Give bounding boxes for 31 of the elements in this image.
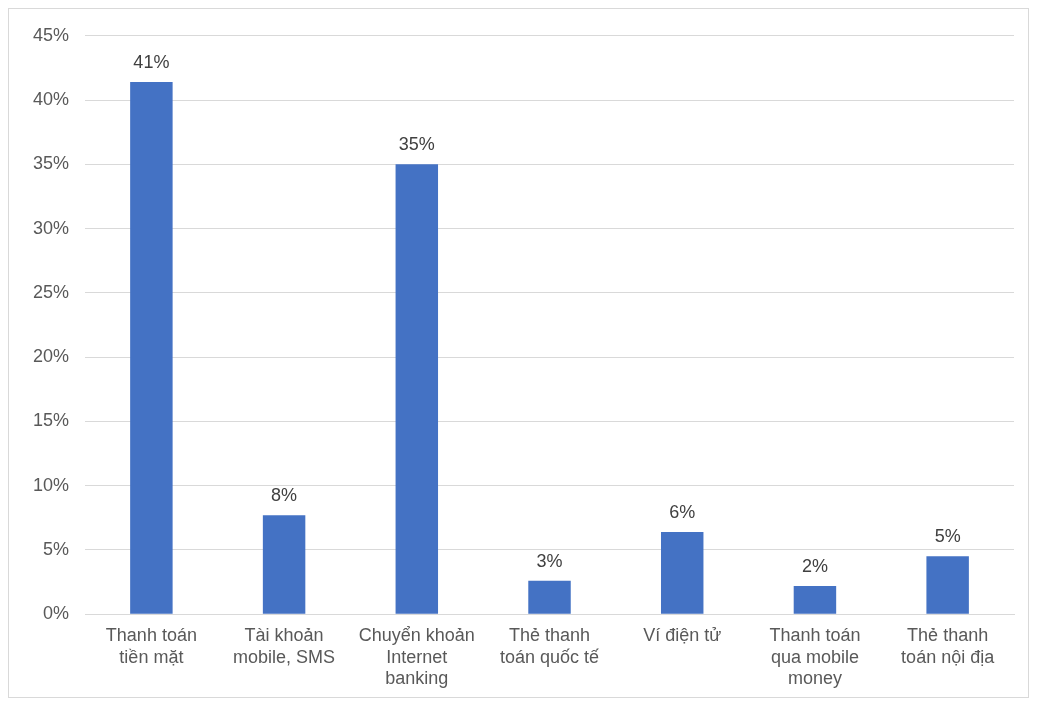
y-tick-label: 0%: [43, 603, 70, 624]
x-tick-label: Thẻ thanh toán nội địa: [901, 624, 996, 667]
y-tick-label: 35%: [33, 153, 70, 174]
x-tick-label: Thanh toán qua mobile money: [769, 624, 861, 689]
y-tick-label: 45%: [33, 24, 70, 45]
bar: [793, 585, 837, 614]
data-label: 5%: [934, 526, 961, 547]
data-label: 2%: [801, 555, 828, 576]
bar: [528, 580, 571, 614]
bar: [926, 556, 969, 614]
data-label: 41%: [133, 52, 170, 73]
data-label: 3%: [536, 550, 563, 571]
bar: [262, 515, 306, 614]
data-label: 8%: [271, 485, 298, 506]
data-label: 35%: [398, 134, 435, 155]
bar: [395, 164, 439, 614]
y-tick-label: 15%: [33, 410, 70, 431]
data-label: 6%: [669, 501, 696, 522]
x-tick-label: Chuyển khoản Internet banking: [358, 624, 475, 689]
y-tick-label: 25%: [33, 281, 70, 302]
y-tick-label: 5%: [43, 538, 70, 559]
y-tick-label: 20%: [33, 346, 70, 367]
bar: [130, 82, 173, 614]
x-tick-label: Thẻ thanh toán quốc tế: [499, 624, 600, 667]
y-tick-label: 40%: [33, 89, 70, 110]
x-tick-label: Thanh toán tiền mặt: [105, 624, 197, 667]
bar: [660, 531, 704, 614]
y-tick-label: 30%: [33, 217, 70, 238]
x-tick-label: Ví điện tử: [643, 624, 722, 645]
x-tick-label: Tài khoản mobile, SMS: [233, 624, 336, 667]
y-tick-label: 10%: [33, 474, 70, 495]
